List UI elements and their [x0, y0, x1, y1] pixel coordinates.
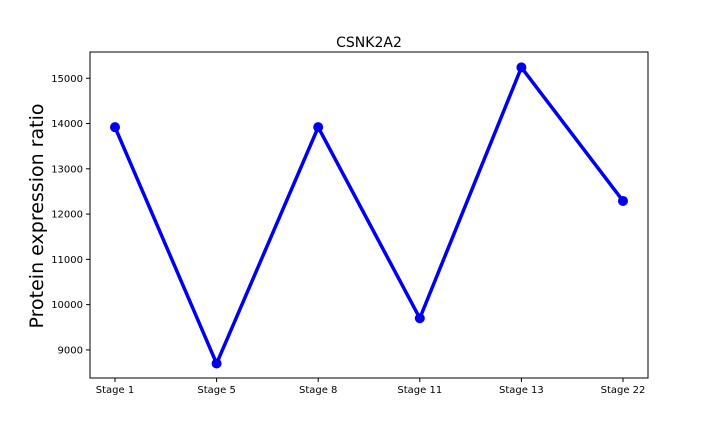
plot-area-frame: [89, 51, 649, 379]
x-axis: Stage 1 Stage 5 Stage 8 Stage 11 Stage 13 Sta…: [96, 378, 646, 396]
x-tick-label: Stage 22: [601, 385, 646, 396]
data-point: [211, 358, 222, 369]
y-tick-label: 13000: [51, 164, 83, 175]
series-layer: [110, 62, 628, 369]
series-line: [113, 65, 625, 366]
data-point: [618, 195, 628, 206]
y-tick-label: 12000: [51, 210, 83, 221]
y-tick-label: 10000: [51, 300, 83, 311]
y-axis: 9000 10000 11000 12000 13000 14000 15000: [51, 74, 90, 356]
data-point: [313, 122, 324, 133]
y-tick-label: 11000: [51, 255, 83, 266]
y-tick-label: 15000: [51, 74, 83, 85]
data-point: [414, 313, 425, 324]
y-tick-label: 9000: [58, 345, 83, 356]
y-axis-label: Protein expression ratio: [26, 104, 48, 329]
data-point: [516, 62, 527, 73]
data-point: [110, 122, 120, 133]
x-tick-label: Stage 1: [96, 385, 134, 396]
x-tick-label: Stage 8: [299, 385, 337, 396]
y-tick-label: 14000: [51, 119, 83, 130]
x-tick-label: Stage 5: [197, 385, 235, 396]
x-tick-label: Stage 11: [397, 385, 442, 396]
chart-title: CSNK2A2: [336, 35, 402, 51]
x-tick-label: Stage 13: [499, 385, 544, 396]
